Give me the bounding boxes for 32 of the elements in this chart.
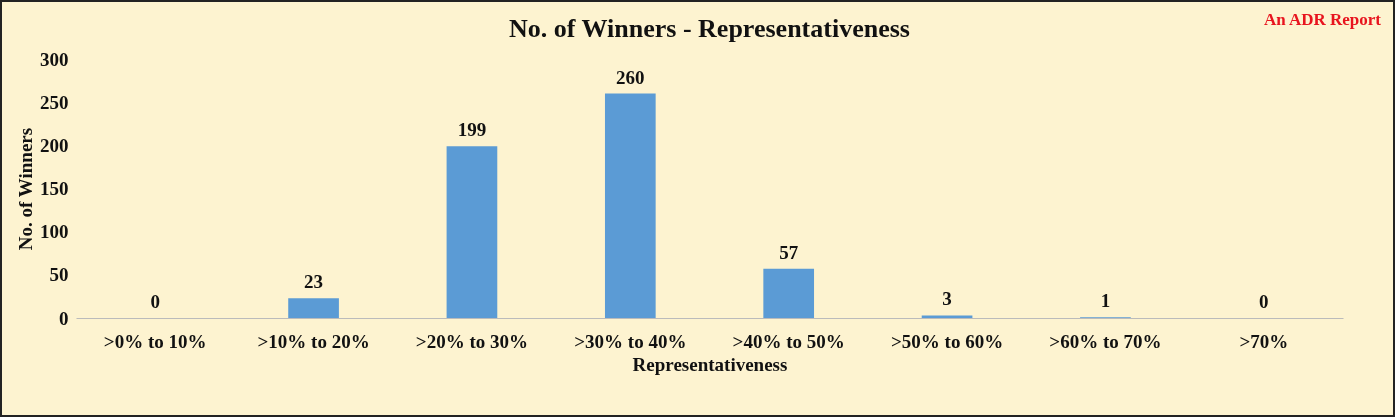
data-label: 3	[942, 288, 952, 310]
x-tick-label: >70%	[1239, 330, 1289, 352]
bar	[288, 298, 339, 318]
x-tick-label: >60% to 70%	[1049, 330, 1162, 352]
y-tick-label: 250	[40, 91, 69, 113]
y-axis-title: No. of Winners	[15, 127, 36, 251]
x-tick-label: >40% to 50%	[732, 330, 845, 352]
x-tick-label: >30% to 40%	[574, 330, 687, 352]
x-tick-label: >20% to 30%	[415, 330, 529, 352]
bar	[604, 93, 656, 318]
data-label: 0	[150, 291, 160, 312]
y-tick-label: 150	[40, 178, 69, 199]
y-tick-label: 50	[49, 264, 69, 286]
chart-title: No. of Winners - Representativeness	[509, 14, 910, 43]
y-tick-label: 300	[40, 48, 69, 70]
x-tick-label: >50% to 60%	[890, 330, 1004, 352]
data-label: 0	[1259, 291, 1269, 312]
x-tick-label: >0% to 10%	[103, 330, 207, 352]
y-tick-label: 0	[59, 307, 69, 329]
x-axis-title: Representativeness	[632, 353, 788, 375]
bar	[921, 315, 973, 318]
text: An ADR Report	[1263, 10, 1381, 30]
data-label: 260	[616, 66, 645, 88]
data-label: 57	[779, 241, 799, 263]
data-label: 23	[304, 271, 324, 293]
y-tick-label: 200	[40, 134, 69, 156]
data-label: 1	[1100, 290, 1111, 312]
bar	[763, 268, 815, 318]
x-tick-label: >10% to 20%	[257, 330, 370, 352]
bar	[446, 146, 498, 318]
data-label: 199	[457, 119, 487, 141]
y-tick-label: 100	[40, 221, 69, 243]
